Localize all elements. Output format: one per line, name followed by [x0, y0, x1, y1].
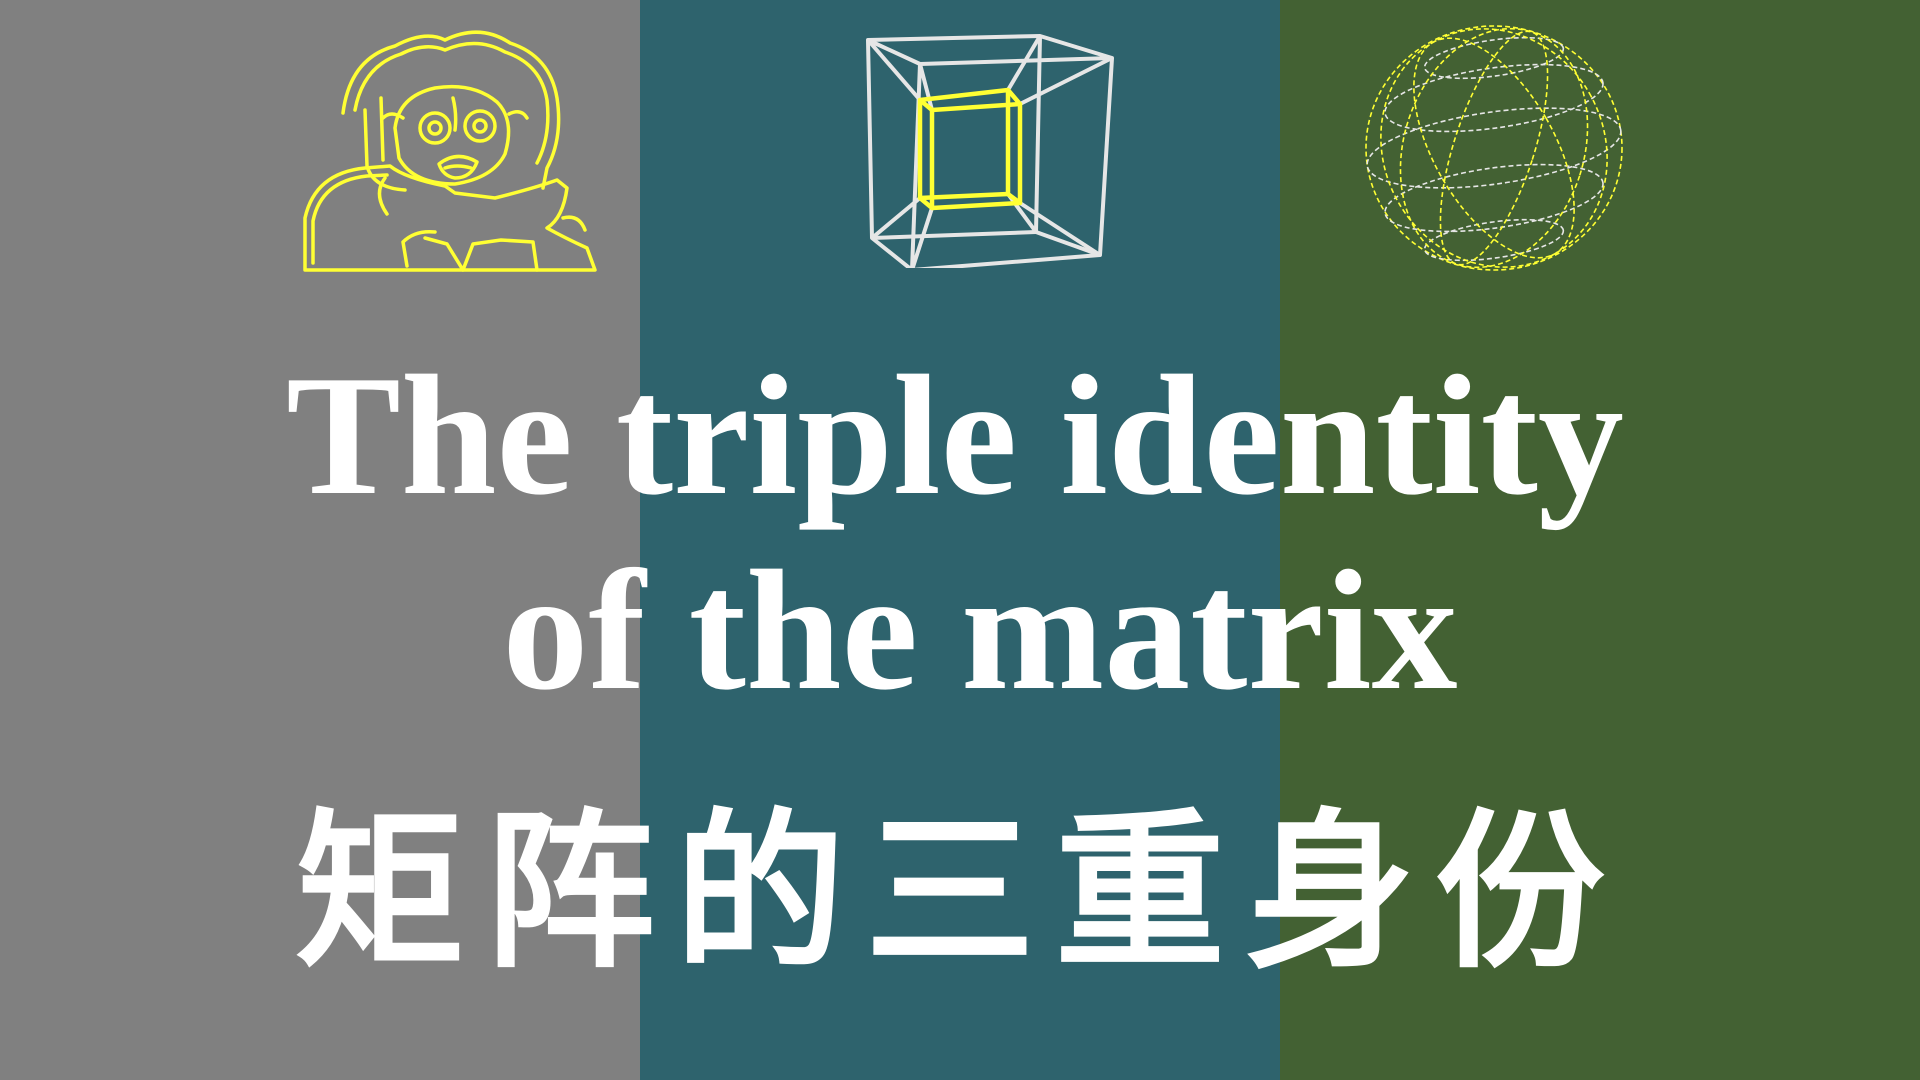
right-panel	[1280, 0, 1920, 1080]
cartoon-character-outline-icon	[303, 30, 597, 272]
title-chinese: 矩阵的三重身份	[294, 794, 1625, 992]
left-panel	[0, 0, 640, 1080]
middle-panel	[640, 0, 1280, 1080]
tesseract-hypercube-icon	[866, 34, 1114, 268]
title-english-line-2: of the matrix	[502, 536, 1458, 726]
wireframe-sphere-icon	[1365, 25, 1623, 271]
title-english-line-1: The triple identity	[286, 341, 1624, 531]
